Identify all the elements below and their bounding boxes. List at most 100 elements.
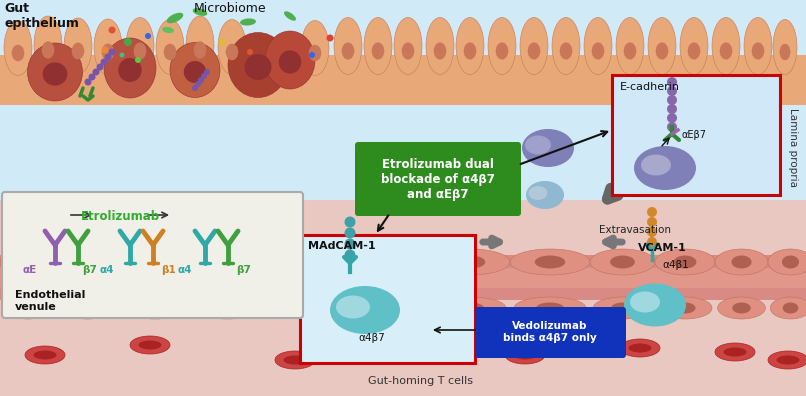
Circle shape: [145, 33, 151, 39]
Ellipse shape: [186, 16, 214, 74]
Ellipse shape: [398, 345, 422, 354]
Ellipse shape: [349, 297, 426, 319]
Ellipse shape: [648, 17, 676, 74]
Ellipse shape: [214, 255, 242, 268]
Ellipse shape: [426, 17, 454, 74]
Circle shape: [344, 217, 355, 227]
Ellipse shape: [372, 303, 402, 314]
Ellipse shape: [190, 249, 265, 275]
Ellipse shape: [552, 17, 580, 74]
Ellipse shape: [244, 54, 272, 80]
Circle shape: [667, 104, 677, 114]
Ellipse shape: [284, 356, 306, 364]
Ellipse shape: [214, 303, 241, 314]
Ellipse shape: [284, 11, 296, 21]
Ellipse shape: [43, 63, 68, 86]
Ellipse shape: [773, 19, 797, 74]
Ellipse shape: [688, 42, 700, 59]
Ellipse shape: [715, 249, 768, 275]
Ellipse shape: [55, 249, 120, 275]
Ellipse shape: [25, 346, 65, 364]
Ellipse shape: [76, 303, 99, 314]
Text: α4: α4: [178, 265, 193, 275]
Text: VCAM-1: VCAM-1: [638, 243, 687, 253]
Ellipse shape: [226, 44, 239, 60]
Ellipse shape: [731, 255, 751, 268]
Ellipse shape: [42, 41, 54, 59]
Ellipse shape: [72, 43, 85, 59]
Ellipse shape: [744, 17, 772, 74]
Ellipse shape: [783, 303, 799, 314]
Text: β7: β7: [82, 265, 98, 275]
Text: α4β7: α4β7: [358, 333, 384, 343]
Ellipse shape: [752, 42, 764, 59]
Ellipse shape: [522, 129, 574, 167]
Ellipse shape: [134, 42, 147, 59]
Ellipse shape: [656, 42, 668, 59]
Ellipse shape: [184, 61, 206, 83]
Circle shape: [667, 122, 677, 132]
Ellipse shape: [18, 303, 37, 314]
Bar: [612, 75, 780, 195]
Circle shape: [647, 207, 657, 217]
Ellipse shape: [58, 297, 117, 319]
Ellipse shape: [156, 19, 184, 74]
Ellipse shape: [510, 249, 590, 275]
Ellipse shape: [301, 21, 329, 76]
Text: Endothelial
venule: Endothelial venule: [15, 290, 85, 312]
Ellipse shape: [364, 17, 392, 74]
Ellipse shape: [334, 17, 362, 74]
Ellipse shape: [496, 42, 509, 59]
Ellipse shape: [336, 295, 370, 318]
Text: αE: αE: [23, 265, 37, 275]
Ellipse shape: [434, 297, 506, 319]
Circle shape: [647, 237, 657, 247]
Ellipse shape: [170, 42, 220, 97]
Ellipse shape: [732, 303, 750, 314]
Bar: [0, 268, 806, 288]
Ellipse shape: [123, 297, 186, 319]
Ellipse shape: [104, 38, 156, 98]
Circle shape: [195, 81, 201, 87]
Ellipse shape: [717, 297, 766, 319]
Ellipse shape: [193, 8, 207, 16]
Text: Etrolizumab: Etrolizumab: [81, 210, 160, 223]
Circle shape: [667, 113, 677, 123]
Circle shape: [647, 227, 657, 237]
FancyBboxPatch shape: [475, 307, 626, 358]
Text: Etrolizumab dual
blockade of α4β7
and αEβ7: Etrolizumab dual blockade of α4β7 and αE…: [381, 158, 495, 200]
Ellipse shape: [27, 43, 82, 101]
Circle shape: [135, 57, 141, 63]
Ellipse shape: [291, 303, 319, 314]
Circle shape: [97, 63, 103, 70]
Ellipse shape: [193, 297, 261, 319]
Ellipse shape: [593, 297, 652, 319]
Ellipse shape: [456, 17, 484, 74]
Bar: [0, 255, 806, 300]
Ellipse shape: [782, 255, 799, 268]
Ellipse shape: [674, 255, 696, 268]
Ellipse shape: [680, 17, 708, 74]
Ellipse shape: [634, 146, 696, 190]
Ellipse shape: [620, 339, 660, 357]
Circle shape: [198, 77, 204, 83]
Bar: [0, 0, 806, 200]
Ellipse shape: [514, 297, 586, 319]
Ellipse shape: [309, 45, 322, 61]
Circle shape: [192, 85, 198, 91]
Ellipse shape: [529, 186, 547, 200]
Circle shape: [647, 217, 657, 227]
Ellipse shape: [624, 42, 636, 59]
Ellipse shape: [126, 17, 154, 74]
Ellipse shape: [265, 249, 345, 275]
Ellipse shape: [559, 42, 572, 59]
Ellipse shape: [528, 42, 540, 59]
Text: E-cadherin: E-cadherin: [620, 82, 680, 92]
Ellipse shape: [463, 42, 476, 59]
FancyBboxPatch shape: [355, 142, 521, 216]
Ellipse shape: [0, 249, 55, 275]
Bar: [0, 55, 806, 105]
Text: αEβ7: αEβ7: [681, 130, 706, 140]
Text: β7: β7: [237, 265, 251, 275]
Ellipse shape: [513, 350, 537, 360]
